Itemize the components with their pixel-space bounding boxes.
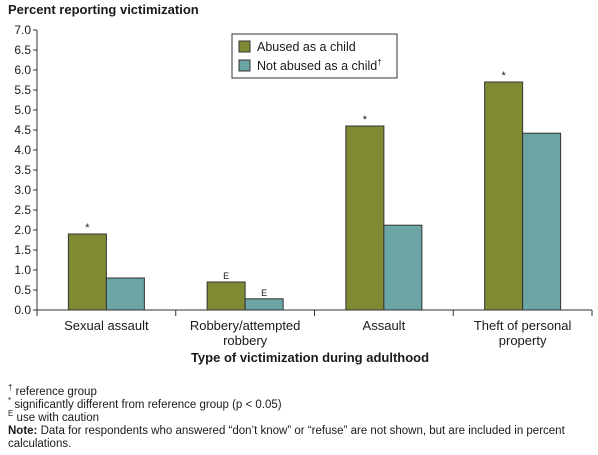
legend-label: Not abused as a child†: [257, 58, 382, 73]
x-axis: Sexual assault Robbery/attempted robbery As…: [36, 309, 593, 348]
bar: [105, 277, 145, 311]
legend-box: [231, 33, 398, 79]
footnote: † reference group: [8, 383, 593, 399]
footnote-text: reference group: [15, 386, 97, 398]
data-label: E: [223, 271, 229, 281]
y-tick-label: 0.0: [14, 303, 31, 317]
y-tick-label: 6.5: [14, 43, 31, 57]
y-tick-label: 5.0: [14, 103, 31, 117]
bars: * E E * *: [67, 70, 562, 311]
footnote-symbol: *: [8, 396, 12, 406]
y-tick-label: 7.0: [14, 23, 31, 37]
data-label: *: [85, 222, 90, 234]
x-axis-title: Type of victimization during adulthood: [191, 350, 429, 365]
footnote-symbol: †: [8, 383, 13, 393]
x-tick-label: Robbery/attempted robbery: [190, 318, 301, 348]
y-tick-label: 2.5: [14, 203, 31, 217]
y-tick-label: 6.0: [14, 63, 31, 77]
bar: [206, 281, 246, 311]
bar: [67, 233, 107, 311]
bar: [244, 298, 284, 311]
legend-swatch: [238, 59, 251, 72]
data-label: E: [261, 288, 267, 298]
legend: Abused as a child Not abused as a child†: [231, 33, 398, 79]
x-tick-label: Sexual assault: [64, 318, 149, 333]
footnote-text: use with caution: [16, 412, 100, 424]
footnote-text: significantly different from reference g…: [14, 399, 282, 411]
bar: [383, 224, 423, 311]
y-tick-label: 0.5: [14, 283, 31, 297]
x-tick-label: Theft of personal property: [474, 318, 572, 348]
data-label: *: [501, 70, 506, 82]
y-tick-label: 3.5: [14, 163, 31, 177]
note: Note: Data for respondents who answered …: [8, 425, 593, 451]
y-tick-label: 1.5: [14, 243, 31, 257]
y-tick-label: 1.0: [14, 263, 31, 277]
legend-swatch: [238, 40, 251, 53]
y-axis-title: Percent reporting victimization: [8, 2, 199, 17]
legend-label: Abused as a child: [257, 40, 356, 54]
y-axis: 0.0 0.5 1.0 1.5 2.0 2.5 3.0 3.5 4.0 4.5 5.0 5.5 6.0 6…: [14, 23, 38, 317]
footnote: E use with caution: [8, 409, 593, 425]
note-text: Data for respondents who answered “don’t…: [8, 425, 565, 450]
bar: [484, 81, 524, 311]
y-tick-label: 3.0: [14, 183, 31, 197]
note-label: Note:: [8, 425, 38, 437]
y-tick-label: 4.5: [14, 123, 31, 137]
y-tick-label: 5.5: [14, 83, 31, 97]
footnote-symbol: E: [8, 409, 14, 419]
bar: [345, 125, 385, 311]
y-tick-label: 4.0: [14, 143, 31, 157]
x-tick-label: Assault: [363, 318, 406, 333]
bar: [522, 132, 562, 311]
footnotes: † reference group * significantly differ…: [8, 383, 593, 451]
data-label: *: [363, 114, 368, 126]
chart: Percent reporting victimization 0.0 0.5 1.…: [8, 2, 593, 365]
y-tick-label: 2.0: [14, 223, 31, 237]
footnote: * significantly different from reference…: [8, 396, 593, 412]
